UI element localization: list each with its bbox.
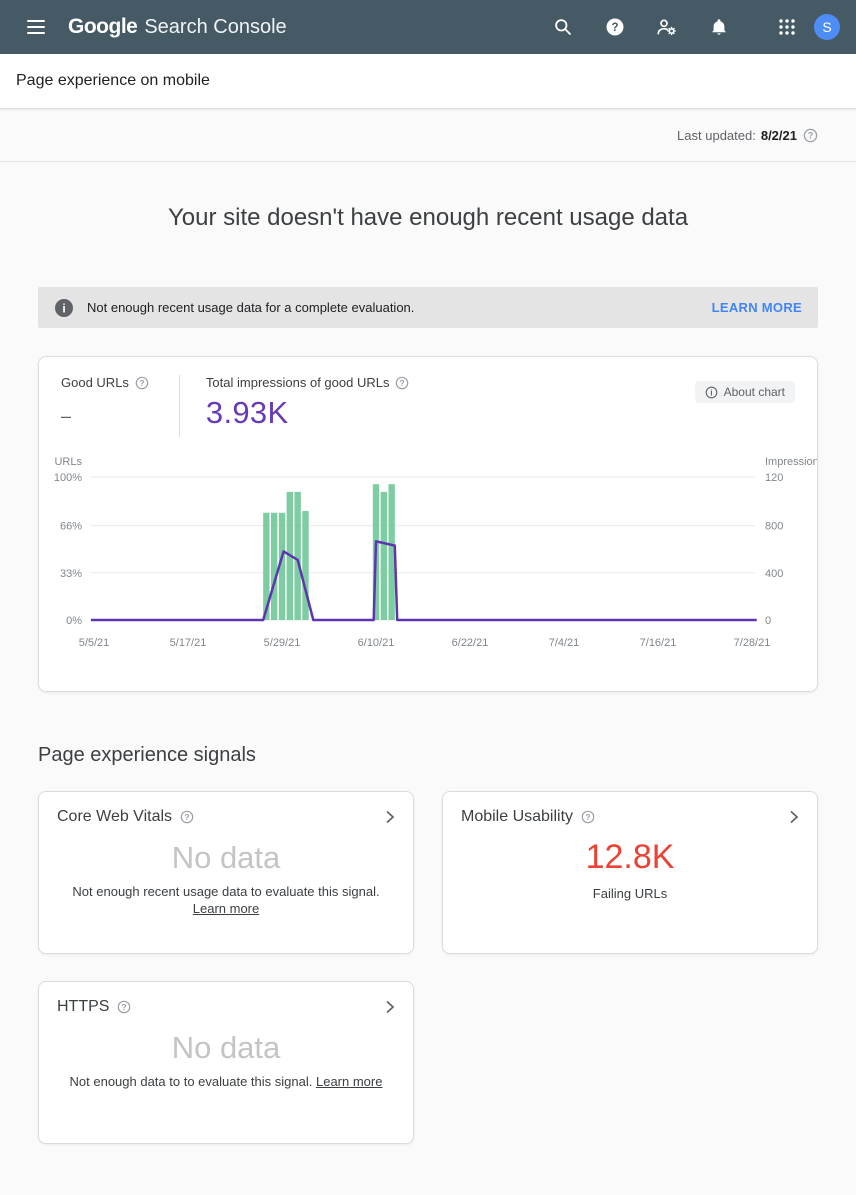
last-updated-help-icon[interactable]: ?	[803, 128, 818, 143]
core-web-vitals-description: Not enough recent usage data to evaluate…	[72, 884, 380, 916]
svg-text:5/17/21: 5/17/21	[170, 637, 207, 649]
https-value: No data	[171, 1030, 281, 1065]
last-updated-label: Last updated:	[677, 127, 756, 143]
logo-product: Search Console	[144, 16, 287, 38]
svg-text:?: ?	[139, 378, 144, 388]
breadcrumb-bar: Page experience on mobile	[0, 54, 856, 109]
svg-text:?: ?	[122, 1002, 127, 1012]
svg-text:800: 800	[765, 521, 783, 533]
svg-text:66%: 66%	[60, 521, 82, 533]
header-divider	[178, 375, 180, 437]
good-urls-help-icon[interactable]: ?	[135, 376, 149, 390]
avatar[interactable]: S	[814, 14, 840, 40]
svg-text:7/28/21: 7/28/21	[734, 637, 771, 649]
mobile-usability-card[interactable]: Mobile Usability ? 12.8K Failing URLs	[442, 791, 818, 954]
about-chart-button[interactable]: i About chart	[694, 381, 795, 403]
svg-text:6/10/21: 6/10/21	[358, 637, 395, 649]
mobile-usability-sublabel: Failing URLs	[592, 886, 668, 901]
mobile-usability-title: Mobile Usability	[461, 808, 574, 825]
breadcrumb: Page experience on mobile	[16, 72, 210, 89]
svg-text:7/4/21: 7/4/21	[549, 637, 580, 649]
chart-card-header: Good URLs ? – Total impressions of good …	[39, 375, 817, 437]
mobile-usability-value: 12.8K	[585, 838, 675, 876]
svg-text:6/22/21: 6/22/21	[452, 637, 489, 649]
core-web-vitals-value: No data	[171, 840, 281, 875]
learn-more-button[interactable]: LEARN MORE	[711, 300, 802, 315]
good-urls-label: Good URLs	[61, 375, 129, 390]
summary-chart-card: Good URLs ? – Total impressions of good …	[38, 356, 825, 692]
chevron-right-icon[interactable]	[789, 809, 799, 825]
svg-text:0%: 0%	[66, 615, 82, 627]
last-updated-value: 8/2/21	[760, 127, 797, 143]
experience-chart: 100% 120 66% 800 33% 400 0% 0 URLs Impressions 5/5…	[54, 456, 825, 649]
app-header: Google Search Console ?	[0, 0, 856, 54]
core-web-vitals-card[interactable]: Core Web Vitals ? No data Not enough rec…	[38, 791, 414, 954]
good-urls-metric: Good URLs ? –	[61, 375, 149, 427]
svg-text:Impressions: Impressions	[765, 456, 817, 468]
svg-text:URLs: URLs	[54, 456, 82, 468]
signals-grid: Core Web Vitals ? No data Not enough rec…	[38, 791, 818, 1144]
last-updated-row: Last updated: 8/2/21 ?	[0, 109, 856, 162]
apps-grid-icon[interactable]	[768, 8, 806, 46]
svg-text:?: ?	[808, 130, 814, 140]
about-chart-info-icon: i	[705, 386, 717, 398]
svg-text:120: 120	[765, 472, 783, 484]
app-logo[interactable]: Google Search Console	[68, 15, 287, 39]
svg-text:100%: 100%	[54, 472, 82, 484]
chart-area: 100% 120 66% 800 33% 400 0% 0 URLs Impressions 5/5…	[39, 443, 825, 666]
https-learn-more-link[interactable]: Learn more	[315, 1074, 383, 1089]
page-title: Your site doesn't have enough recent usa…	[167, 204, 689, 231]
https-description: Not enough data to to evaluate this sign…	[69, 1074, 383, 1089]
svg-text:?: ?	[611, 22, 618, 34]
https-title: HTTPS	[57, 998, 110, 1015]
core-web-vitals-help-icon[interactable]: ?	[180, 810, 194, 824]
notifications-bell-icon[interactable]	[700, 8, 738, 46]
chevron-right-icon[interactable]	[385, 809, 395, 825]
chevron-right-icon[interactable]	[385, 999, 395, 1015]
svg-text:0: 0	[765, 615, 771, 627]
svg-text:?: ?	[184, 812, 189, 822]
manage-users-icon[interactable]	[648, 8, 686, 46]
svg-text:5/5/21: 5/5/21	[79, 637, 110, 649]
search-icon[interactable]	[544, 8, 582, 46]
https-help-icon[interactable]: ?	[117, 1000, 131, 1014]
svg-text:i: i	[62, 301, 65, 315]
impressions-label: Total impressions of good URLs	[205, 375, 390, 390]
info-icon: i	[55, 298, 73, 317]
svg-text:7/16/21: 7/16/21	[640, 637, 677, 649]
svg-text:33%: 33%	[60, 568, 82, 580]
info-banner: i Not enough recent usage data for a com…	[38, 287, 818, 328]
core-web-vitals-title: Core Web Vitals	[57, 808, 173, 825]
svg-text:400: 400	[765, 568, 783, 580]
impressions-help-icon[interactable]: ?	[395, 376, 409, 390]
menu-icon[interactable]	[16, 7, 56, 47]
impressions-value: 3.93K	[205, 395, 289, 430]
signals-heading: Page experience signals	[38, 744, 256, 766]
svg-text:?: ?	[400, 378, 405, 388]
svg-text:?: ?	[585, 812, 590, 822]
mobile-usability-help-icon[interactable]: ?	[581, 810, 595, 824]
impressions-metric: Total impressions of good URLs ? 3.93K	[206, 375, 410, 431]
svg-text:5/29/21: 5/29/21	[264, 637, 301, 649]
banner-message: Not enough recent usage data for a compl…	[87, 300, 415, 315]
svg-text:i: i	[710, 388, 712, 397]
https-card[interactable]: HTTPS ? No data Not enough data to to ev…	[38, 981, 414, 1144]
good-urls-value: –	[61, 406, 72, 426]
logo-google: Google	[68, 15, 138, 38]
help-icon[interactable]: ?	[596, 8, 634, 46]
core-web-vitals-learn-more-link[interactable]: Learn more	[192, 901, 260, 916]
